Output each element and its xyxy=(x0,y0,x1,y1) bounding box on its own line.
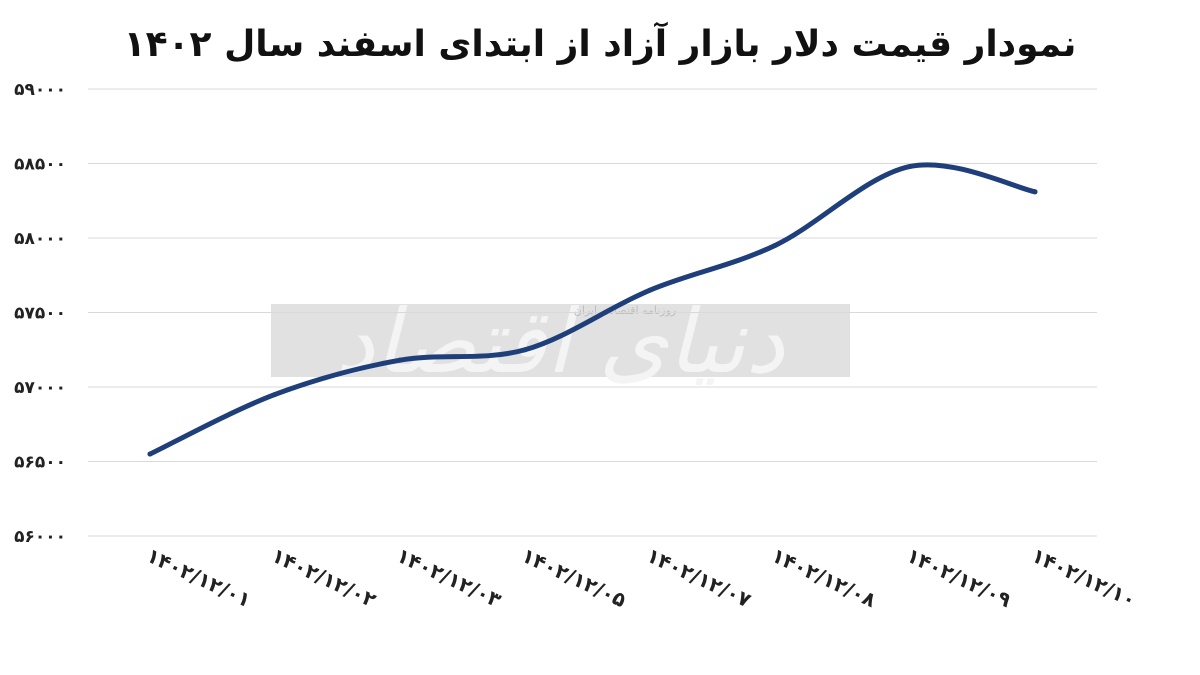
x-tick-label: ۱۴۰۲/۱۲/۰۱ xyxy=(143,543,255,612)
x-tick-label: ۱۴۰۲/۱۲/۰۲ xyxy=(268,543,380,612)
x-tick-label: ۱۴۰۲/۱۲/۰۳ xyxy=(393,543,505,612)
x-tick-label: ۱۴۰۲/۱۲/۰۷ xyxy=(643,543,755,612)
watermark-subtext: روزنامه اقتصادی ایران xyxy=(574,304,677,317)
data-point xyxy=(647,287,653,293)
data-point xyxy=(1032,189,1038,195)
chart-title: نمودار قیمت دلار بازار آزاد از ابتدای اس… xyxy=(123,24,1077,65)
y-tick-label: ۵۷۵۰۰ xyxy=(14,304,66,324)
data-point xyxy=(907,163,913,169)
data-point xyxy=(147,451,153,457)
x-tick-label: ۱۴۰۲/۱۲/۰۸ xyxy=(768,543,880,612)
y-tick-label: ۵۸۵۰۰ xyxy=(14,155,66,175)
series-line xyxy=(147,162,1038,457)
y-tick-label: ۵۸۰۰۰ xyxy=(14,229,66,249)
data-point xyxy=(522,347,528,353)
x-tick-label: ۱۴۰۲/۱۲/۰۵ xyxy=(518,543,630,612)
data-point xyxy=(772,242,778,248)
y-tick-label: ۵۹۰۰۰ xyxy=(14,80,66,100)
data-point xyxy=(397,357,403,363)
x-tick-label: ۱۴۰۲/۱۲/۱۰ xyxy=(1028,543,1140,612)
x-tick-label: ۱۴۰۲/۱۲/۰۹ xyxy=(903,543,1015,612)
y-tick-label: ۵۶۰۰۰ xyxy=(14,527,66,547)
data-point xyxy=(272,391,278,397)
y-tick-label: ۵۶۵۰۰ xyxy=(14,453,66,473)
y-tick-label: ۵۷۰۰۰ xyxy=(14,378,66,398)
watermark-logo-text: دنیای اقتصاد xyxy=(335,290,785,393)
